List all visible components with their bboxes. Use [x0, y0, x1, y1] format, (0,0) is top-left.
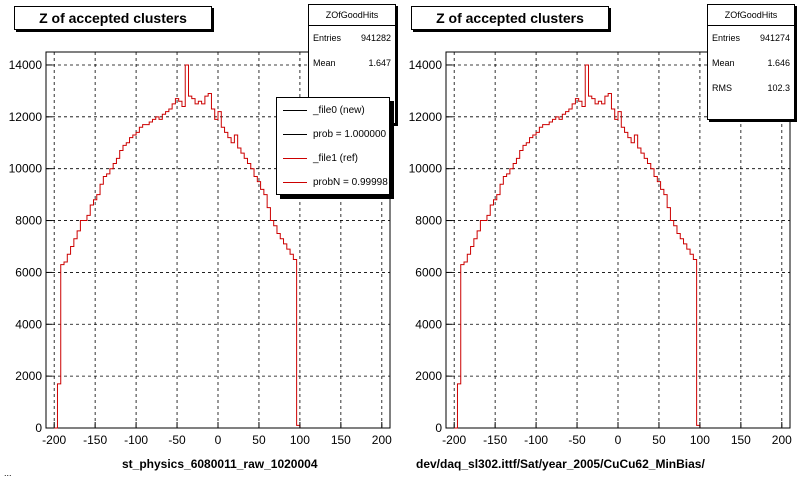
legend-entry-file1: _file1 (ref): [277, 146, 389, 170]
legend-entry-file0: _file0 (new): [277, 98, 389, 122]
right-y-tick-label-1: 2000: [415, 369, 442, 383]
left-x-tick-label-3: -50: [168, 433, 186, 447]
left-x-tick-label-1: -150: [83, 433, 107, 447]
left-y-tick-label-3: 6000: [15, 265, 42, 279]
left-x-axis-label: st_physics_6080011_raw_1020004: [122, 457, 318, 471]
right-x-tick-label-0: -200: [442, 433, 466, 447]
right-stats-entries: 941274: [759, 33, 790, 43]
legend-label-file0: _file0 (new): [313, 104, 365, 116]
right-stats-entries-label: Entries: [712, 33, 741, 43]
right-chart-title: Z of accepted clusters: [411, 6, 609, 30]
left-y-tick-label-7: 14000: [9, 58, 43, 72]
left-x-tick-label-2: -100: [124, 433, 148, 447]
corner-text: ...: [4, 468, 12, 478]
legend-swatch-file1: [283, 157, 307, 159]
right-y-tick-label-3: 6000: [415, 265, 442, 279]
left-chart-title: Z of accepted clusters: [14, 6, 212, 30]
right-y-tick-label-6: 12000: [409, 110, 443, 124]
left-x-tick-label-7: 150: [331, 433, 351, 447]
legend-swatch-file0: [283, 109, 307, 111]
left-stats-name: ZOfGoodHits: [309, 5, 395, 26]
right-x-tick-label-6: 100: [690, 433, 710, 447]
legend-entry-prob: prob = 1.000000: [277, 122, 389, 146]
legend-swatch-prob: [283, 133, 307, 135]
right-chart: -200 -150 -100 -50 0 50 100 150 2000200040006000…: [409, 51, 792, 447]
legend-swatch-probn: [283, 181, 307, 183]
legend-entry-probn: probN = 0.99998: [277, 170, 389, 194]
left-stats-mean-label: Mean: [313, 58, 336, 68]
right-stats-name: ZOfGoodHits: [708, 5, 794, 26]
right-x-tick-label-8: 200: [772, 433, 792, 447]
left-y-tick-label-6: 12000: [9, 110, 43, 124]
right-y-tick-label-2: 4000: [415, 317, 442, 331]
right-stats-box: ZOfGoodHits Entries 941274 Mean 1.646 RM…: [707, 4, 795, 120]
right-x-axis-label: dev/daq_sl302.ittf/Sat/year_2005/CuCu62_…: [416, 457, 705, 471]
right-stats-mean-label: Mean: [712, 58, 735, 68]
legend-label-file1: _file1 (ref): [313, 152, 359, 164]
left-y-tick-label-0: 0: [35, 421, 42, 435]
right-y-tick-label-0: 0: [435, 421, 442, 435]
right-y-tick-label-7: 14000: [409, 58, 443, 72]
legend-label-prob: prob = 1.000000: [313, 128, 387, 140]
left-y-tick-label-5: 10000: [9, 162, 43, 176]
right-stats-mean: 1.646: [767, 58, 790, 68]
legend-label-probn: probN = 0.99998: [313, 176, 388, 188]
right-x-tick-label-7: 150: [731, 433, 751, 447]
left-stats-entries-label: Entries: [313, 33, 342, 43]
right-y-tick-label-4: 8000: [415, 214, 442, 228]
left-y-tick-label-4: 8000: [15, 214, 42, 228]
right-y-tick-label-5: 10000: [409, 162, 443, 176]
left-stats-entries: 941282: [360, 33, 391, 43]
right-x-tick-label-4: 0: [615, 433, 622, 447]
right-stats-rms-label: RMS: [712, 83, 732, 93]
left-y-tick-label-2: 4000: [15, 317, 42, 331]
right-x-tick-label-5: 50: [652, 433, 666, 447]
left-x-tick-label-4: 0: [215, 433, 222, 447]
right-histogram-series: [454, 64, 701, 429]
left-x-tick-label-8: 200: [372, 433, 392, 447]
right-stats-rms: 102.3: [767, 83, 790, 93]
right-x-tick-label-2: -100: [524, 433, 548, 447]
left-histogram-series: [54, 64, 301, 429]
left-x-tick-label-5: 50: [252, 433, 266, 447]
legend-box: _file0 (new) prob = 1.000000 _file1 (ref…: [276, 97, 390, 195]
right-x-tick-label-3: -50: [568, 433, 586, 447]
right-x-tick-label-1: -150: [483, 433, 507, 447]
left-x-tick-label-0: -200: [42, 433, 66, 447]
left-x-tick-label-6: 100: [290, 433, 310, 447]
left-y-tick-label-1: 2000: [15, 369, 42, 383]
left-stats-mean: 1.647: [368, 58, 391, 68]
